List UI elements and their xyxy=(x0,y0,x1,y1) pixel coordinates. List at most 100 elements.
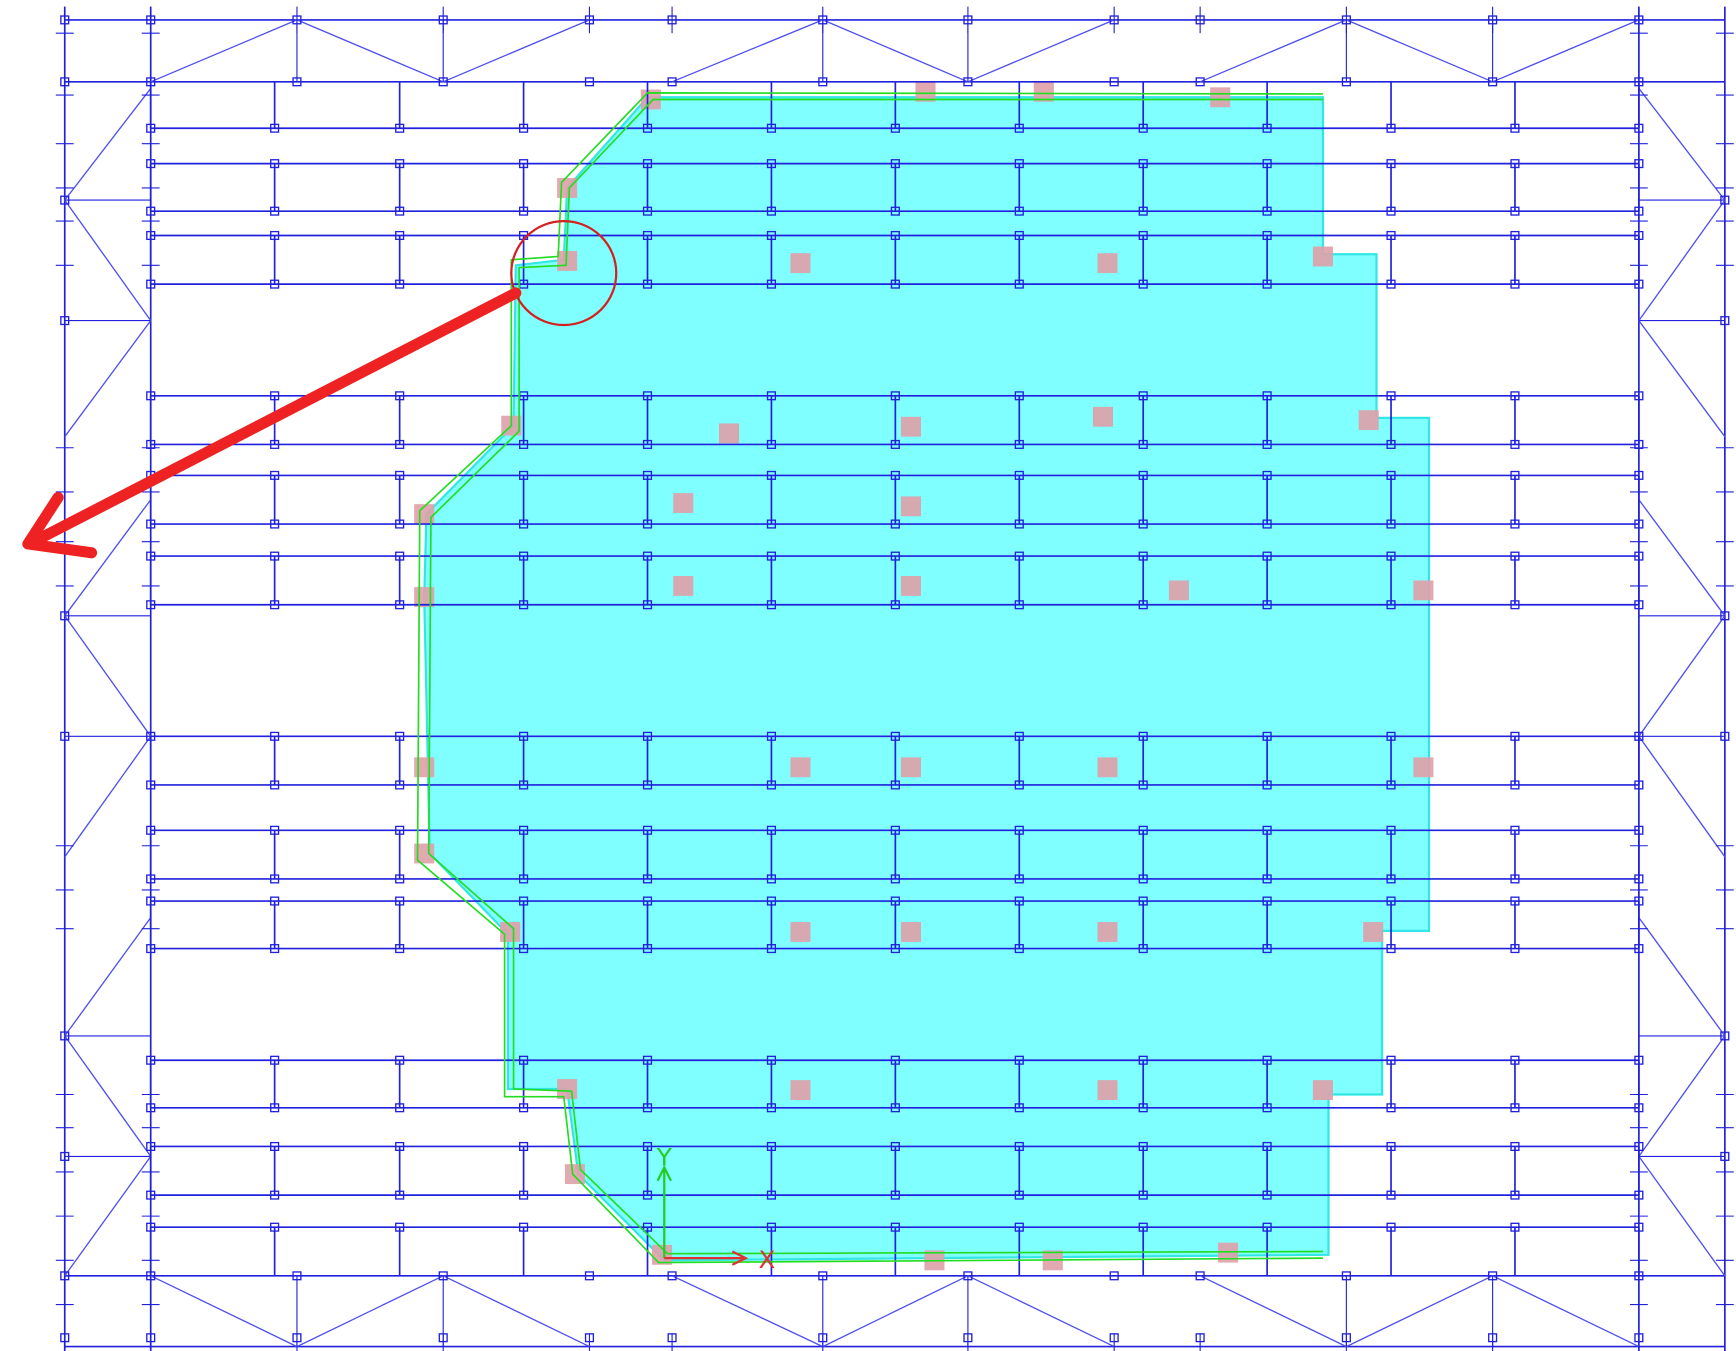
node xyxy=(438,1271,448,1281)
node xyxy=(519,1190,529,1200)
node xyxy=(1138,896,1148,906)
node xyxy=(519,551,529,561)
node xyxy=(1510,206,1520,216)
node xyxy=(766,439,777,449)
node xyxy=(270,1190,280,1200)
node xyxy=(1510,551,1520,561)
node xyxy=(642,551,653,561)
node xyxy=(1488,1333,1498,1343)
node xyxy=(395,439,405,449)
node xyxy=(270,159,280,169)
node xyxy=(1634,159,1644,169)
column-marker xyxy=(900,757,922,778)
column-marker xyxy=(915,81,936,102)
node xyxy=(146,123,156,133)
node xyxy=(584,77,595,87)
node xyxy=(1510,1103,1520,1113)
node xyxy=(60,77,70,87)
node xyxy=(1386,470,1396,480)
node xyxy=(146,600,156,610)
node xyxy=(1262,600,1272,610)
node xyxy=(766,1055,777,1065)
node xyxy=(766,1222,777,1232)
node xyxy=(642,944,653,954)
node xyxy=(1014,439,1024,449)
node xyxy=(766,519,777,529)
node xyxy=(642,439,653,449)
node xyxy=(890,206,900,216)
node xyxy=(60,611,70,621)
node xyxy=(1014,279,1024,289)
column-marker xyxy=(1358,410,1379,431)
node xyxy=(270,519,280,529)
column-marker xyxy=(1097,922,1118,942)
node xyxy=(1262,279,1272,289)
node xyxy=(890,1055,900,1065)
node xyxy=(766,391,777,401)
node xyxy=(395,874,405,884)
node xyxy=(519,780,529,790)
node xyxy=(1634,1103,1644,1113)
node xyxy=(890,780,900,790)
node xyxy=(766,825,777,835)
node xyxy=(1262,896,1272,906)
node xyxy=(766,600,777,610)
node xyxy=(1386,519,1396,529)
node xyxy=(1386,780,1396,790)
node xyxy=(1510,1055,1520,1065)
node xyxy=(1138,551,1148,561)
node xyxy=(1262,206,1272,216)
node xyxy=(395,123,405,133)
node xyxy=(1138,731,1148,741)
node xyxy=(395,159,405,169)
node xyxy=(766,1103,777,1113)
node xyxy=(1138,159,1148,169)
truss xyxy=(1199,19,1640,83)
node xyxy=(584,15,595,25)
node xyxy=(584,1271,595,1281)
column-marker xyxy=(1097,757,1118,778)
node xyxy=(395,206,405,216)
node xyxy=(1262,470,1272,480)
node xyxy=(1341,15,1351,25)
column-marker xyxy=(900,496,922,517)
node xyxy=(519,519,529,529)
column-marker xyxy=(900,416,922,437)
node xyxy=(1386,944,1396,954)
node xyxy=(584,1333,595,1343)
node xyxy=(519,600,529,610)
node xyxy=(890,470,900,480)
node xyxy=(60,1271,70,1281)
node xyxy=(519,896,529,906)
node xyxy=(146,1103,156,1113)
node xyxy=(890,279,900,289)
node xyxy=(60,1333,70,1343)
node xyxy=(146,206,156,216)
node xyxy=(1634,1190,1644,1200)
y-axis-label: Y xyxy=(656,1142,672,1171)
node xyxy=(519,1141,529,1152)
node xyxy=(1195,15,1205,25)
node xyxy=(60,731,70,741)
node xyxy=(1634,1271,1644,1281)
node xyxy=(519,470,529,480)
node xyxy=(1634,1055,1644,1065)
node xyxy=(270,279,280,289)
node xyxy=(1138,825,1148,835)
node xyxy=(395,230,405,241)
node xyxy=(292,15,302,25)
node xyxy=(146,874,156,884)
node xyxy=(1386,159,1396,169)
node xyxy=(890,896,900,906)
node xyxy=(1634,825,1644,835)
node xyxy=(519,825,529,835)
node xyxy=(146,731,156,741)
node xyxy=(1386,1055,1396,1065)
floor-slab xyxy=(414,81,1434,1271)
node xyxy=(642,780,653,790)
node xyxy=(1634,944,1644,954)
column-marker xyxy=(900,575,922,596)
node xyxy=(60,195,70,205)
node xyxy=(1262,1055,1272,1065)
